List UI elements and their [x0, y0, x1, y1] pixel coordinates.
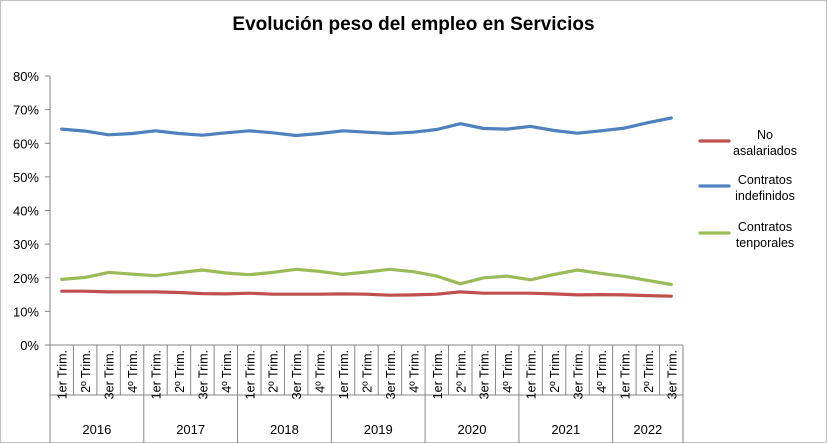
- y-tick-label: 60%: [13, 136, 39, 151]
- x-tick-label: 4º Trim.: [501, 350, 515, 393]
- x-tick-label: 4º Trim.: [126, 350, 140, 393]
- legend-label-1: No asalariados: [733, 128, 797, 158]
- y-tick-label: 20%: [13, 271, 39, 286]
- x-tick-label: 2º Trim.: [173, 350, 187, 393]
- x-tick-label: 1er Trim.: [525, 350, 539, 399]
- x-tick-label: 3er Trim.: [572, 350, 586, 399]
- x-tick-label: 3er Trim.: [665, 350, 679, 399]
- series-line-1: [60, 289, 673, 298]
- x-tick-label: 2º Trim.: [267, 350, 281, 393]
- year-label: 2021: [551, 422, 580, 437]
- y-tick-label: 40%: [13, 204, 39, 219]
- tick-labels: 0% 10% 20% 30% 40% 50% 60% 70% 80% 1er Trim. 2º Tr…: [13, 69, 679, 437]
- legend-label-2: Contratos indefinidos: [735, 173, 795, 203]
- legend-label-3: Contratos tenporales: [736, 220, 794, 250]
- x-tick-label: 1er Trim.: [431, 350, 445, 399]
- x-tick-label: 1er Trim.: [243, 350, 257, 399]
- year-label: 2016: [82, 422, 111, 437]
- year-label: 2020: [458, 422, 487, 437]
- year-label: 2019: [364, 422, 393, 437]
- y-tick-label: 70%: [13, 103, 39, 118]
- year-label: 2018: [270, 422, 299, 437]
- y-tick-label: 80%: [13, 69, 39, 84]
- series-line-2: [60, 116, 673, 138]
- x-tick-label: 2º Trim.: [79, 350, 93, 393]
- x-tick-label: 3er Trim.: [290, 350, 304, 399]
- x-tick-label: 2º Trim.: [642, 350, 656, 393]
- x-tick-label: 2º Trim.: [548, 350, 562, 393]
- x-tick-label: 4º Trim.: [220, 350, 234, 393]
- series-lines: [60, 116, 673, 298]
- series-line-3: [60, 267, 673, 287]
- year-label: 2022: [633, 422, 662, 437]
- y-tick-label: 50%: [13, 170, 39, 185]
- x-tick-label: 3er Trim.: [103, 350, 117, 399]
- y-tick-label: 0%: [20, 338, 39, 353]
- x-tick-label: 1er Trim.: [618, 350, 632, 399]
- x-tick-label: 1er Trim.: [56, 350, 70, 399]
- axes: [45, 75, 684, 443]
- x-tick-label: 1er Trim.: [337, 350, 351, 399]
- x-tick-label: 3er Trim.: [478, 350, 492, 399]
- legend: No asalariados Contratos indefinidos Contrat…: [698, 128, 797, 250]
- x-tick-label: 3er Trim.: [196, 350, 210, 399]
- x-tick-label: 3er Trim.: [384, 350, 398, 399]
- year-label: 2017: [176, 422, 205, 437]
- x-tick-label: 4º Trim.: [595, 350, 609, 393]
- x-tick-label: 4º Trim.: [407, 350, 421, 393]
- x-tick-label: 2º Trim.: [361, 350, 375, 393]
- y-tick-label: 30%: [13, 237, 39, 252]
- x-tick-label: 1er Trim.: [150, 350, 164, 399]
- x-tick-label: 2º Trim.: [454, 350, 468, 393]
- x-tick-label: 4º Trim.: [314, 350, 328, 393]
- chart-title: Evolución peso del empleo en Servicios: [232, 14, 595, 35]
- y-tick-label: 10%: [13, 304, 39, 319]
